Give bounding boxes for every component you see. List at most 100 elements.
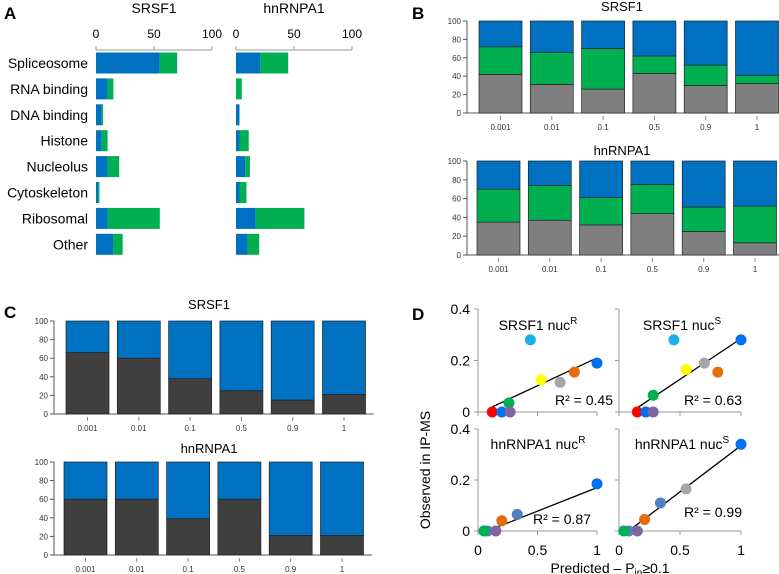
bar-green — [260, 52, 289, 74]
bar-gray — [581, 88, 625, 114]
x-tick-label: 50 — [147, 27, 161, 41]
bar-blue — [735, 20, 779, 76]
r-squared-label: R² = 0.63 — [684, 392, 742, 408]
y-tick-label: 40 — [452, 213, 461, 222]
bar-blue — [236, 52, 261, 74]
y-tick-label: 60 — [452, 195, 461, 204]
data-point — [503, 397, 515, 409]
bar-blue — [96, 156, 108, 178]
x-tick-label: 1 — [593, 542, 601, 558]
y-tick-label: 0.2 — [451, 353, 471, 369]
bar-green — [527, 185, 572, 221]
bar-dark — [320, 535, 364, 556]
x-tick-label: 0.1 — [598, 123, 610, 132]
bar-dark — [65, 352, 110, 415]
bar-blue — [322, 320, 366, 395]
bar-green — [476, 188, 521, 223]
data-point — [631, 406, 643, 418]
bar-green — [236, 78, 242, 100]
subplot-title-text: SRSF1 nuc — [643, 317, 715, 333]
bar-gray — [630, 213, 675, 256]
y-tick-label: 20 — [452, 91, 461, 100]
data-point — [654, 497, 666, 509]
bar-blue — [63, 461, 108, 500]
data-point — [680, 364, 692, 376]
y-tick-label: 100 — [35, 458, 49, 467]
x-tick-label: 0.01 — [129, 565, 145, 574]
bar-blue — [96, 182, 99, 203]
bar-gray — [683, 85, 728, 114]
data-point — [504, 406, 516, 418]
data-point — [712, 366, 724, 378]
bar-gray — [478, 74, 523, 114]
y-tick-label: 0 — [457, 251, 462, 260]
data-point — [680, 483, 692, 495]
subplot-title: SRSF1 — [188, 297, 230, 312]
bar-dark — [63, 498, 108, 556]
x-tick-label: 0.9 — [700, 123, 712, 132]
panel-letter: C — [4, 303, 16, 322]
scatter-subplot: 0 0.2 0.4 0 0.5 1 hnRNPA1 nucR R² = 0.87 — [451, 421, 603, 558]
x-tick-label: 0.01 — [544, 123, 560, 132]
bar-green — [107, 78, 114, 100]
r-squared-label: R² = 0.99 — [684, 504, 742, 520]
y-tick-label: 80 — [39, 336, 48, 345]
bar-dark — [166, 518, 210, 556]
subplot-title: SRSF1 — [131, 0, 176, 16]
x-tick-label: 0.1 — [596, 265, 608, 274]
subplot-title: hnRNPA1 — [263, 0, 324, 16]
subplot-title-superscript: S — [714, 316, 721, 327]
x-tick-label: 0.5 — [234, 565, 246, 574]
panel-letter: B — [412, 4, 424, 23]
x-tick-label: 0.01 — [542, 265, 558, 274]
subplot-title: hnRNPA1 — [181, 441, 238, 456]
y-tick-label: 100 — [448, 157, 462, 166]
bar-green — [632, 55, 677, 74]
y-tick-label: 100 — [448, 17, 462, 26]
category-label: Ribosomal — [22, 210, 88, 226]
subplot-title-superscript: R — [578, 435, 585, 446]
scatter-subplot: SRSF1 nucS R² = 0.63 — [615, 308, 747, 418]
bar-blue — [236, 182, 240, 203]
x-axis-label: Predicted – Pin≥0.1 — [550, 560, 669, 574]
bar-dark — [322, 394, 366, 415]
panel-letter: A — [4, 4, 16, 23]
y-tick-label: 0.4 — [451, 301, 471, 317]
data-point — [618, 525, 630, 537]
subplot-title: SRSF1 nucR — [499, 316, 578, 333]
x-tick-label: 0.1 — [185, 424, 197, 433]
y-tick-label: 80 — [452, 35, 461, 44]
subplot-title-text: hnRNPA1 nuc — [491, 436, 579, 452]
y-tick-label: 40 — [39, 514, 48, 523]
bar-dark — [168, 378, 212, 415]
bar-blue — [96, 233, 114, 255]
bar-green — [630, 184, 675, 214]
bar-blue — [581, 20, 625, 49]
x-tick-label: 1 — [342, 424, 347, 433]
r-squared-label: R² = 0.45 — [555, 392, 613, 408]
category-label: RNA binding — [10, 81, 88, 97]
scatter-subplot: 0 0.2 0.4 SRSF1 nucR R² = 0.45 — [451, 301, 614, 420]
subplot-title: SRSF1 nucS — [643, 316, 722, 333]
panel-b-hnrnpa1: hnRNPA1 0 20 40 60 80 100 0.001 0.01 0.1 0.5 0.9 1 — [448, 143, 779, 274]
x-tick-label: 0.5 — [528, 542, 548, 558]
bar-green — [98, 182, 100, 203]
bar-gray — [529, 84, 574, 114]
bar-blue — [219, 320, 264, 392]
data-point — [496, 406, 508, 418]
data-point — [639, 514, 651, 526]
x-tick-label: 0.5 — [649, 123, 661, 132]
bar-green — [101, 104, 103, 126]
y-tick-label: 0 — [462, 404, 470, 420]
category-label: DNA binding — [10, 107, 88, 123]
data-point — [511, 508, 523, 520]
bar-gray — [681, 231, 726, 256]
category-label: Cytoskeleton — [7, 185, 88, 201]
x-tick-label: 0.1 — [183, 565, 195, 574]
panel-b-srsf1: SRSF1 0 20 40 60 80 100 0.001 0.01 0.1 0.5 0.9 1 — [448, 0, 779, 132]
data-point — [486, 406, 498, 418]
y-tick-label: 60 — [39, 354, 48, 363]
data-point — [490, 525, 502, 537]
bar-blue — [236, 233, 248, 255]
